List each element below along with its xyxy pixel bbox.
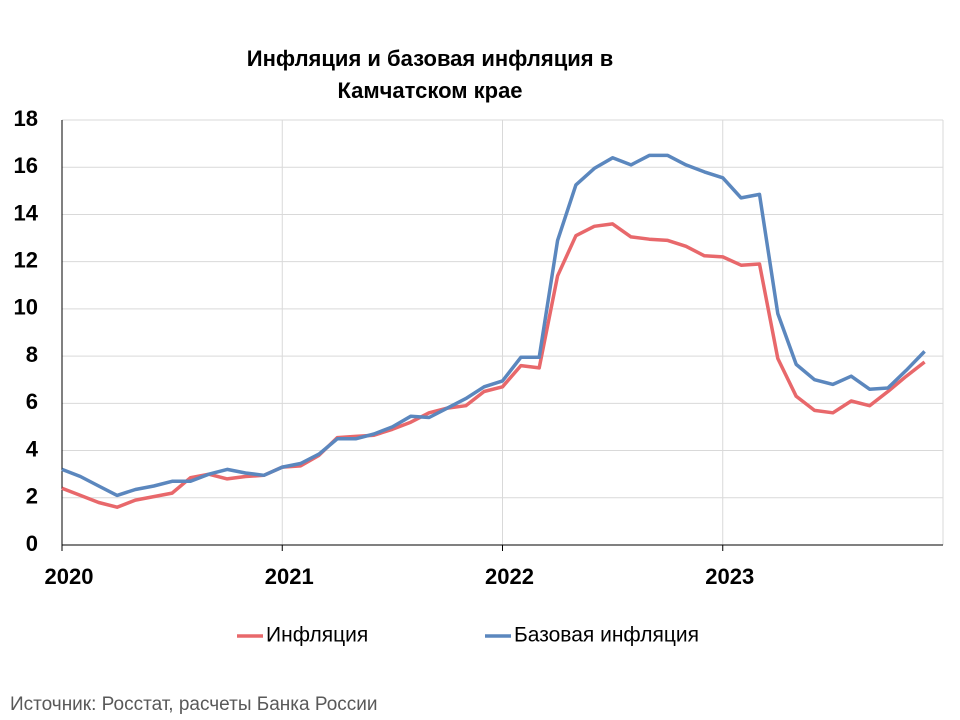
y-tick-label: 8 [26,342,38,367]
y-tick-label: 10 [14,295,38,320]
x-tick-label: 2022 [485,564,534,589]
data-line [61,153,926,498]
legend-label: Инфляция [266,624,368,647]
chart-title: Камчатском крае [337,78,522,103]
y-tick-label: 18 [14,106,38,131]
y-tick-label: 16 [14,153,38,178]
source-note: Источник: Росстат, расчеты Банка России [10,694,378,715]
y-tick-label: 14 [14,200,39,225]
y-tick-label: 12 [14,247,38,272]
y-tick-label: 0 [26,531,38,556]
y-tick-label: 6 [26,389,38,414]
x-tick-label: 2023 [705,564,754,589]
chart-title: Инфляция и базовая инфляция в [247,46,613,71]
y-tick-label: 2 [26,484,38,509]
y-tick-label: 4 [26,436,39,461]
x-tick-label: 2020 [45,564,94,589]
legend-label: Базовая инфляция [514,624,699,647]
x-tick-label: 2021 [265,564,314,589]
